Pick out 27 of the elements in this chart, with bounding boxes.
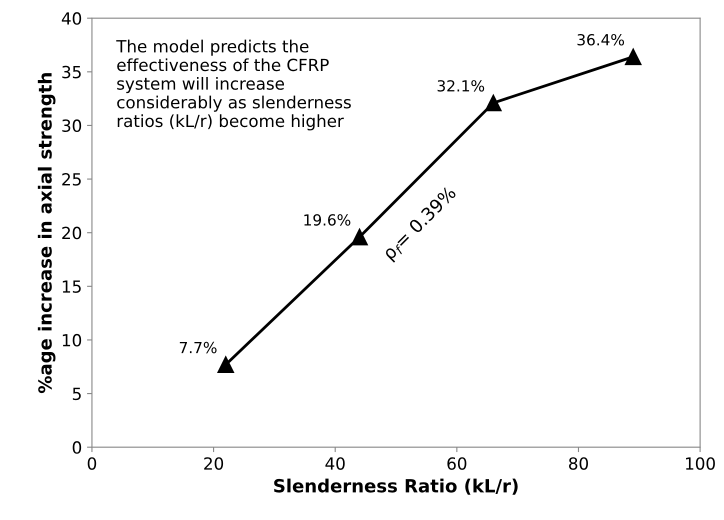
x-tick-label: 60 — [447, 457, 466, 470]
x-tick-label: 40 — [325, 457, 345, 470]
y-tick-label: 10 — [62, 334, 82, 347]
y-tick-label: 25 — [62, 173, 81, 186]
y-tick-label: 20 — [62, 226, 82, 240]
x-axis-title: Slenderness Ratio (kL/r) — [274, 478, 518, 495]
data-label: 7.7% — [180, 342, 217, 354]
point — [624, 48, 642, 66]
point — [217, 356, 234, 373]
data-label: 36.4% — [578, 34, 624, 46]
annotation: ρ$_{f}$= 0.39% — [382, 185, 460, 263]
annotation: The model predicts the effectiveness of the CFRP system will increase considerably as slenderness ratios (kL/r) become higher — [116, 40, 351, 130]
point — [351, 228, 368, 246]
x-tick-label: 80 — [569, 457, 588, 470]
x-tick-label: 100 — [686, 457, 715, 470]
y-tick-label: 15 — [62, 280, 81, 293]
y-tick-label: 0 — [72, 441, 82, 454]
y-tick-label: 30 — [62, 119, 82, 132]
y-tick-label: 40 — [62, 12, 82, 25]
y-tick-label: 5 — [72, 388, 81, 400]
y-axis-title: %age increase in axial strength — [38, 73, 56, 394]
x-tick-label: 0 — [88, 457, 96, 470]
y-tick-label: 35 — [62, 66, 81, 78]
x-tick-label: 20 — [204, 457, 224, 470]
data-label: 32.1% — [438, 80, 484, 92]
point — [485, 94, 502, 112]
data-label: 19.6% — [304, 214, 350, 226]
